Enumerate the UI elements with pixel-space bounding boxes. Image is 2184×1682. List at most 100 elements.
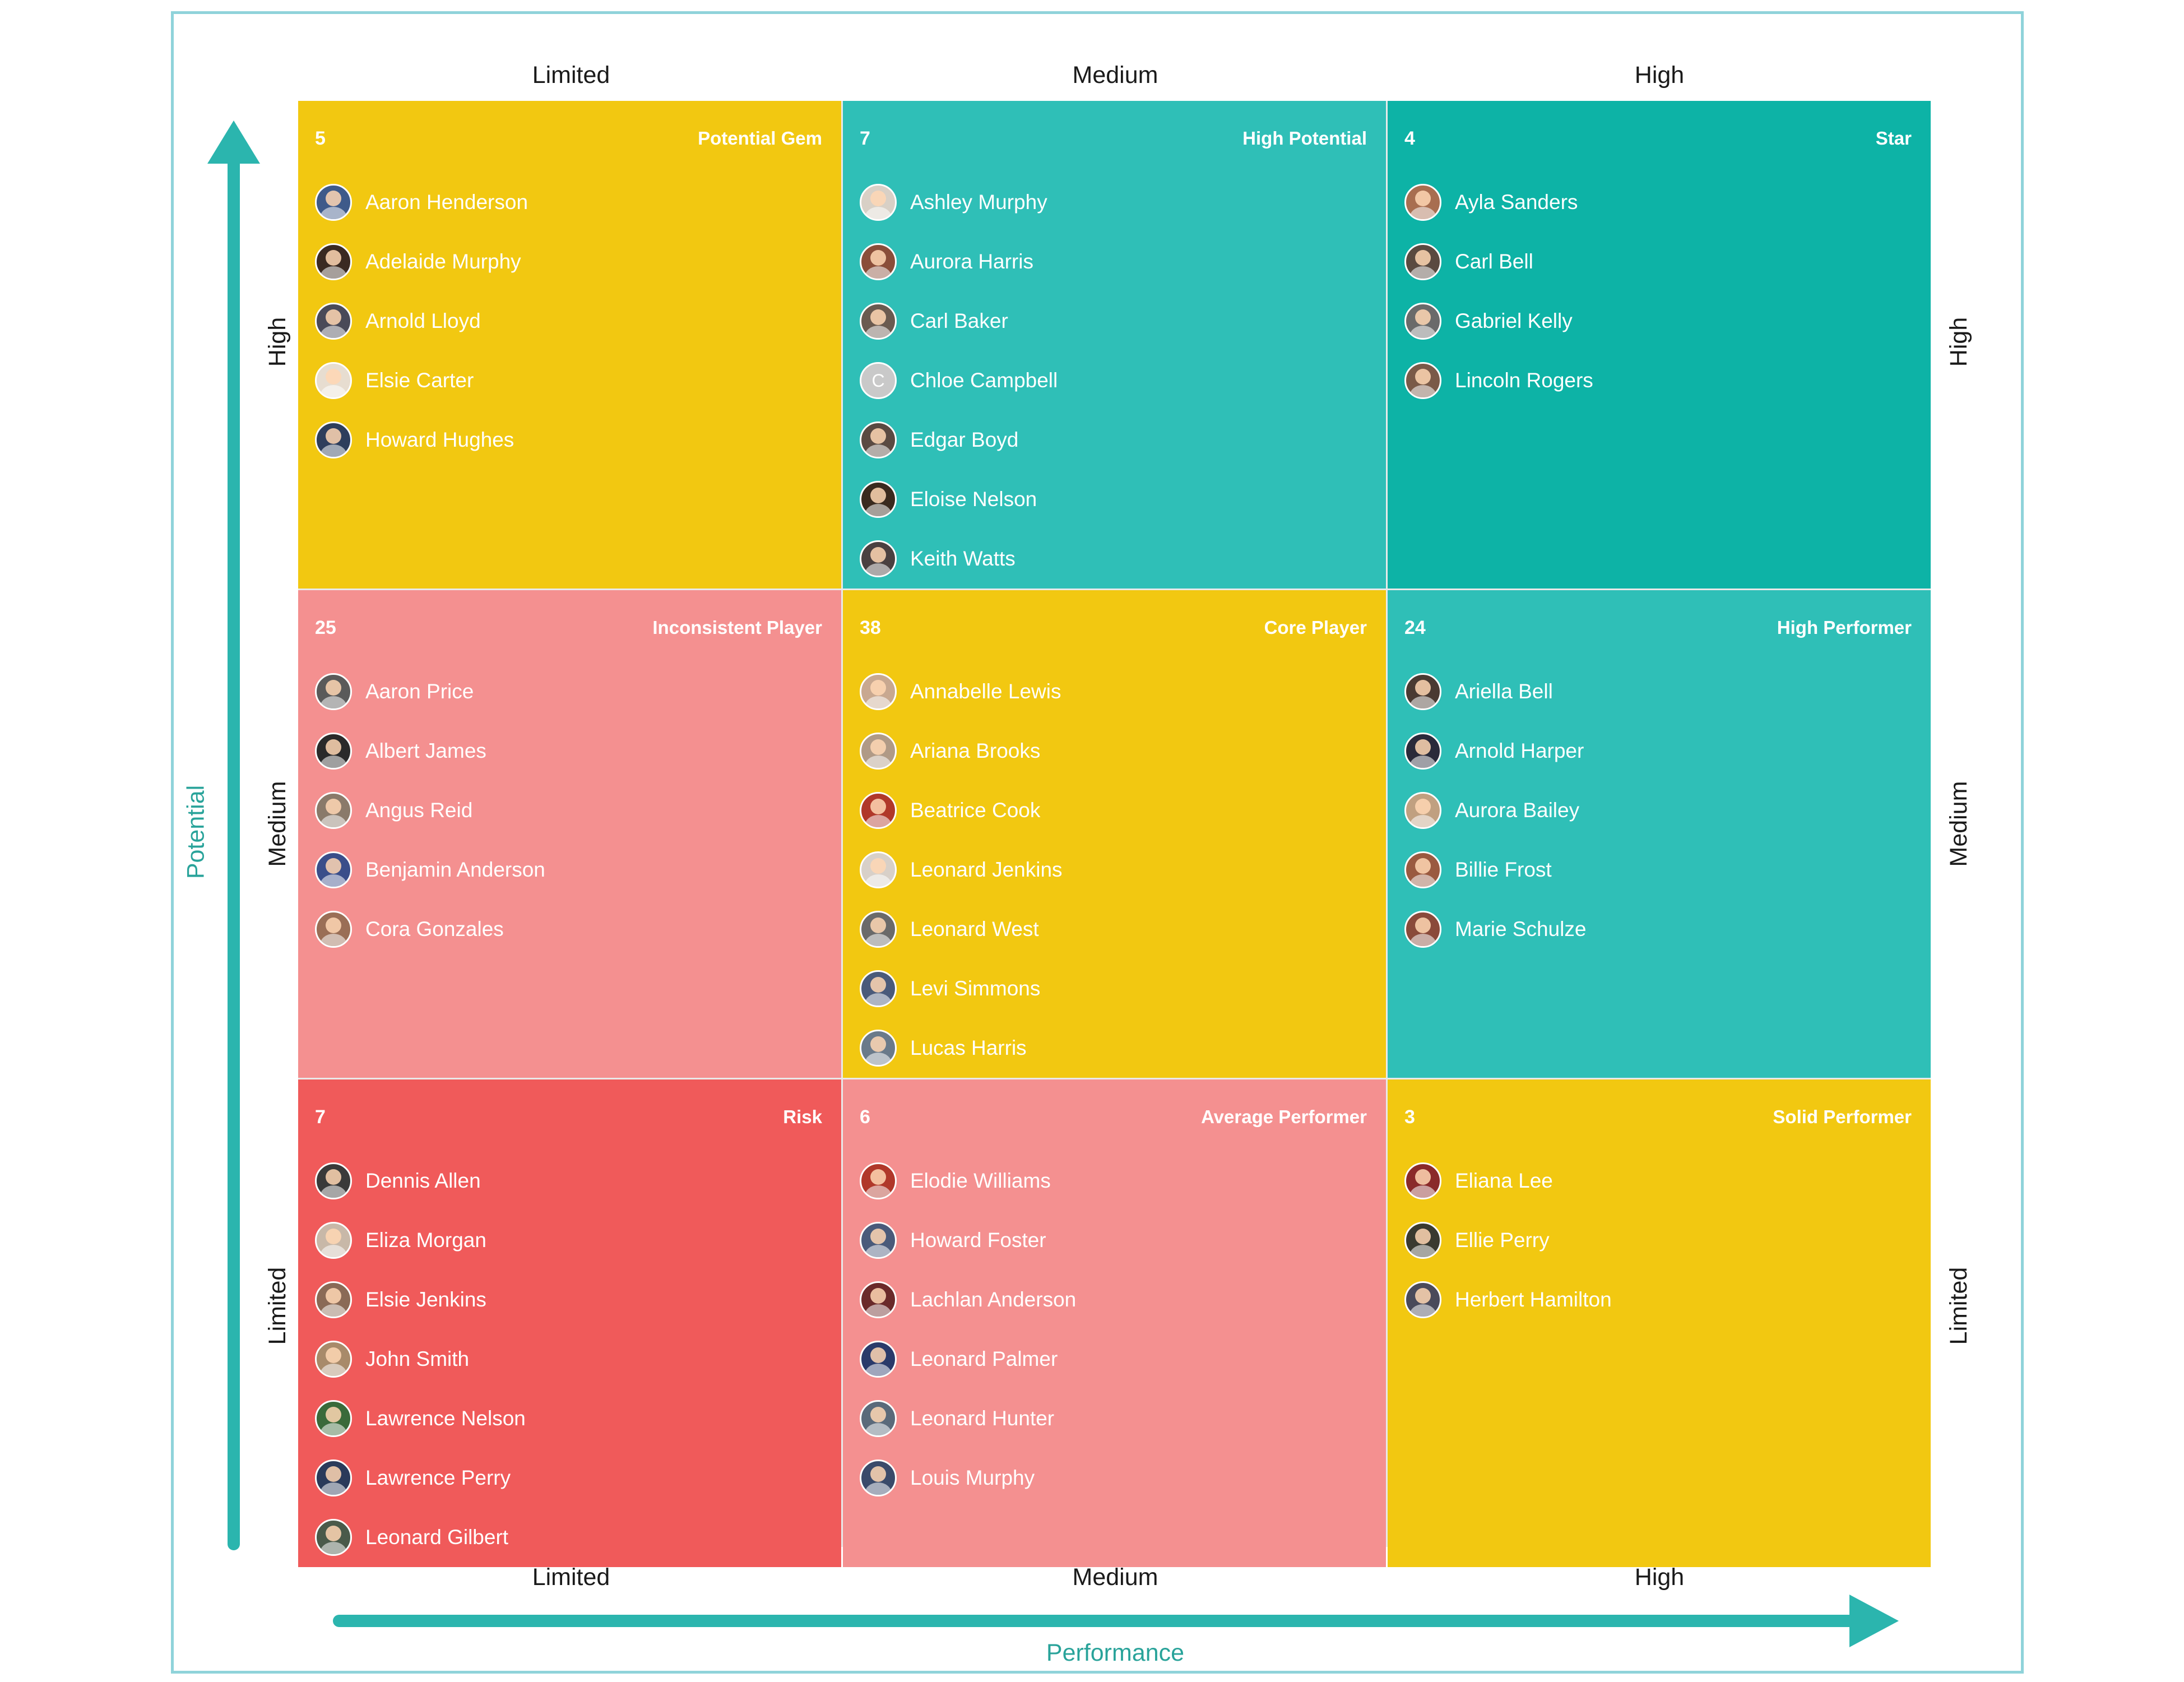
person-item[interactable]: Ashley Murphy	[860, 173, 1367, 232]
person-name: Cora Gonzales	[365, 918, 504, 940]
person-name: Lawrence Nelson	[365, 1407, 526, 1430]
person-item[interactable]: Leonard Jenkins	[860, 840, 1367, 900]
cell-title: Potential Gem	[698, 128, 822, 149]
person-item[interactable]: Lucas Harris	[860, 1018, 1367, 1078]
avatar	[315, 673, 352, 710]
grid-cell[interactable]: 7 Risk Dennis Allen Eliza Morgan Elsie J…	[298, 1079, 841, 1567]
person-item[interactable]: John Smith	[315, 1329, 822, 1389]
people-list: Dennis Allen Eliza Morgan Elsie Jenkins …	[315, 1151, 822, 1567]
person-name: Leonard Jenkins	[910, 858, 1063, 881]
person-item[interactable]: Cora Gonzales	[315, 900, 822, 959]
avatar	[860, 792, 897, 829]
person-item[interactable]: Ayla Sanders	[1404, 173, 1912, 232]
person-item[interactable]: Eliana Lee	[1404, 1151, 1912, 1211]
person-item[interactable]: C Chloe Campbell	[860, 351, 1367, 410]
grid-cell[interactable]: 24 High Performer Ariella Bell Arnold Ha…	[1388, 590, 1931, 1078]
grid-cell[interactable]: 3 Solid Performer Eliana Lee Ellie Perry…	[1388, 1079, 1931, 1567]
person-item[interactable]: Lawrence Perry	[315, 1448, 822, 1508]
grid-cell[interactable]: 38 Core Player Annabelle Lewis Ariana Br…	[843, 590, 1386, 1078]
cell-count: 7	[860, 127, 870, 149]
person-item[interactable]: Leonard Hunter	[860, 1389, 1367, 1448]
person-item[interactable]: Annabelle Lewis	[860, 662, 1367, 721]
person-name: Arnold Lloyd	[365, 309, 481, 332]
person-item[interactable]: Albert James	[315, 721, 822, 781]
person-item[interactable]: Louis Murphy	[860, 1448, 1367, 1508]
person-item[interactable]: Arnold Harper	[1404, 721, 1912, 781]
person-item[interactable]: Aaron Henderson	[315, 173, 822, 232]
cell-title: Star	[1875, 128, 1912, 149]
avatar	[860, 1222, 897, 1259]
person-item[interactable]: Benjamin Anderson	[315, 840, 822, 900]
person-item[interactable]: Beatrice Cook	[860, 781, 1367, 840]
person-item[interactable]: Leonard Palmer	[860, 1329, 1367, 1389]
avatar	[860, 243, 897, 280]
chart-frame	[171, 11, 2024, 1674]
person-item[interactable]: Leonard Gilbert	[315, 1508, 822, 1567]
person-item[interactable]: Carl Bell	[1404, 232, 1912, 291]
person-item[interactable]: Angus Reid	[315, 781, 822, 840]
performance-axis-arrowhead	[1849, 1595, 1899, 1647]
person-item[interactable]: Gabriel Kelly	[1404, 291, 1912, 351]
person-name: Ayla Sanders	[1455, 191, 1578, 214]
person-item[interactable]: Ariana Brooks	[860, 721, 1367, 781]
person-item[interactable]: Aurora Bailey	[1404, 781, 1912, 840]
avatar	[860, 911, 897, 948]
person-name: Howard Foster	[910, 1229, 1046, 1252]
avatar	[860, 184, 897, 221]
person-name: Lincoln Rogers	[1455, 369, 1593, 392]
cell-title: Inconsistent Player	[652, 617, 822, 638]
person-item[interactable]: Adelaide Murphy	[315, 232, 822, 291]
avatar	[860, 1341, 897, 1378]
avatar	[315, 1222, 352, 1259]
person-item[interactable]: Ariella Bell	[1404, 662, 1912, 721]
person-item[interactable]: Dennis Allen	[315, 1151, 822, 1211]
person-item[interactable]: Aaron Price	[315, 662, 822, 721]
person-item[interactable]: Ellie Perry	[1404, 1211, 1912, 1270]
person-item[interactable]: Lachlan Anderson	[860, 1270, 1367, 1329]
person-item[interactable]: Elsie Jenkins	[315, 1270, 822, 1329]
person-name: Lucas Harris	[910, 1036, 1027, 1059]
grid-cell[interactable]: 7 High Potential Ashley Murphy Aurora Ha…	[843, 101, 1386, 589]
grid-cell[interactable]: 4 Star Ayla Sanders Carl Bell Gabriel Ke…	[1388, 101, 1931, 589]
person-item[interactable]: Aurora Harris	[860, 232, 1367, 291]
person-item[interactable]: Herbert Hamilton	[1404, 1270, 1912, 1329]
person-name: Louis Murphy	[910, 1466, 1035, 1489]
person-item[interactable]: Marie Schulze	[1404, 900, 1912, 959]
cell-title: Risk	[783, 1106, 822, 1127]
avatar	[860, 851, 897, 888]
avatar: C	[860, 362, 897, 399]
person-item[interactable]: Levi Simmons	[860, 959, 1367, 1018]
grid-cell[interactable]: 5 Potential Gem Aaron Henderson Adelaide…	[298, 101, 841, 589]
person-item[interactable]: Lincoln Rogers	[1404, 351, 1912, 410]
person-item[interactable]: Keith Watts	[860, 529, 1367, 589]
person-item[interactable]: Billie Frost	[1404, 840, 1912, 900]
person-item[interactable]: Eliza Morgan	[315, 1211, 822, 1270]
person-item[interactable]: Edgar Boyd	[860, 410, 1367, 470]
person-item[interactable]: Elsie Carter	[315, 351, 822, 410]
person-item[interactable]: Carl Baker	[860, 291, 1367, 351]
grid-cell[interactable]: 6 Average Performer Elodie Williams Howa…	[843, 1079, 1386, 1567]
person-name: Levi Simmons	[910, 977, 1041, 1000]
people-list: Ariella Bell Arnold Harper Aurora Bailey…	[1404, 662, 1912, 959]
person-name: Aurora Harris	[910, 250, 1033, 273]
grid-cell[interactable]: 25 Inconsistent Player Aaron Price Alber…	[298, 590, 841, 1078]
person-name: Dennis Allen	[365, 1169, 481, 1192]
person-item[interactable]: Elodie Williams	[860, 1151, 1367, 1211]
avatar	[315, 792, 352, 829]
avatar	[860, 303, 897, 340]
avatar	[315, 1400, 352, 1437]
person-item[interactable]: Howard Hughes	[315, 410, 822, 470]
avatar	[1404, 851, 1441, 888]
cell-count: 4	[1404, 127, 1415, 149]
person-item[interactable]: Lawrence Nelson	[315, 1389, 822, 1448]
avatar	[315, 421, 352, 458]
avatar	[315, 733, 352, 770]
person-name: Chloe Campbell	[910, 369, 1058, 392]
person-item[interactable]: Leonard West	[860, 900, 1367, 959]
person-item[interactable]: Arnold Lloyd	[315, 291, 822, 351]
person-item[interactable]: Howard Foster	[860, 1211, 1367, 1270]
people-list: Ashley Murphy Aurora Harris Carl Baker C…	[860, 173, 1367, 589]
person-name: Aurora Bailey	[1455, 799, 1580, 822]
person-item[interactable]: Eloise Nelson	[860, 470, 1367, 529]
